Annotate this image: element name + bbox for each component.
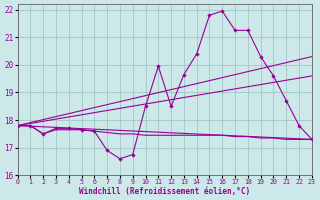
X-axis label: Windchill (Refroidissement éolien,°C): Windchill (Refroidissement éolien,°C) bbox=[79, 187, 250, 196]
